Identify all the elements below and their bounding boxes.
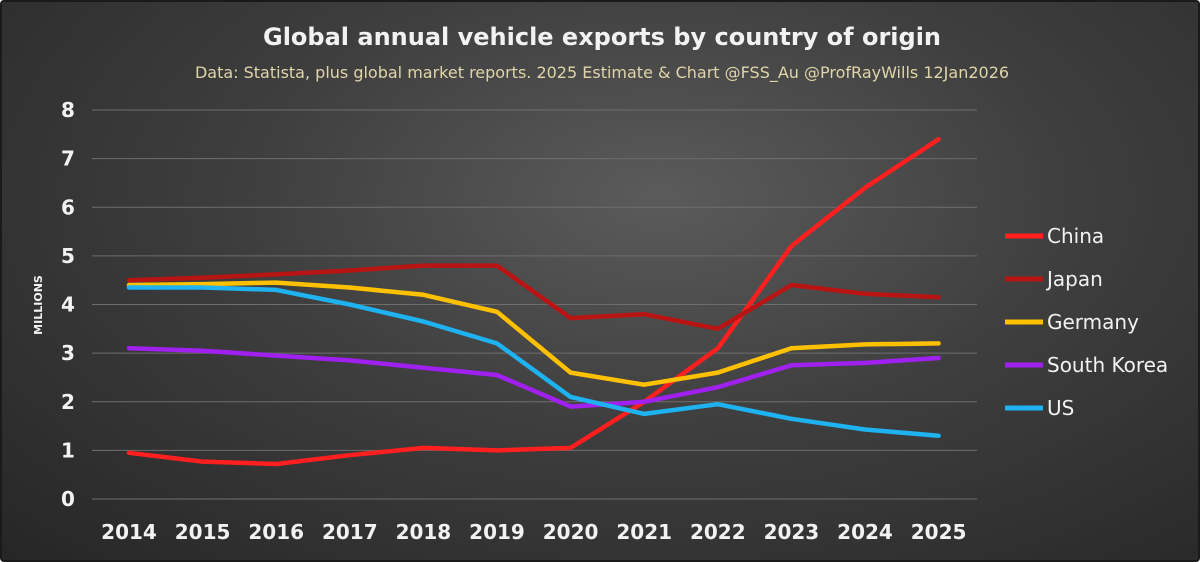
y-tick-label: 4 [61,293,75,317]
x-tick-label: 2022 [690,520,746,544]
y-tick-label: 6 [61,195,75,219]
x-tick-label: 2014 [101,520,157,544]
x-tick-label: 2021 [616,520,672,544]
series-line-south-korea [126,346,941,409]
y-axis-ticks: 0 1 2 3 4 5 6 7 8 [61,98,75,511]
legend-label-japan: Japan [1045,267,1103,291]
y-tick-label: 0 [61,487,75,511]
x-tick-label: 2020 [543,520,599,544]
x-tick-label: 2023 [764,520,820,544]
y-tick-label: 8 [61,98,75,122]
legend-label-south-korea: South Korea [1047,353,1168,377]
x-tick-label: 2016 [248,520,304,544]
legend: China Japan Germany South Korea US [1005,224,1168,420]
y-tick-label: 2 [61,390,75,414]
y-tick-label: 3 [61,341,75,365]
series-line-us [126,285,941,439]
chart-subtitle: Data: Statista, plus global market repor… [195,63,1009,83]
legend-label-china: China [1047,224,1104,248]
series-line-germany [126,280,941,387]
y-tick-label: 7 [61,147,75,171]
legend-label-us: US [1047,396,1074,420]
series-line-japan [126,263,941,332]
x-tick-label: 2015 [175,520,231,544]
y-axis-label: MILLIONS [32,275,45,335]
series-line-china [126,136,941,467]
x-tick-label: 2018 [396,520,452,544]
x-tick-label: 2025 [911,520,967,544]
x-tick-label: 2017 [322,520,378,544]
x-tick-label: 2024 [837,520,893,544]
chart-title: Global annual vehicle exports by country… [263,23,941,51]
series-lines [126,136,941,467]
gridlines [92,109,977,500]
y-tick-label: 5 [61,244,75,268]
legend-label-germany: Germany [1047,310,1139,334]
x-tick-label: 2019 [469,520,525,544]
y-tick-label: 1 [61,438,75,462]
x-axis-ticks: 2014 2015 2016 2017 2018 2019 2020 2021 2022 2023… [101,520,966,544]
